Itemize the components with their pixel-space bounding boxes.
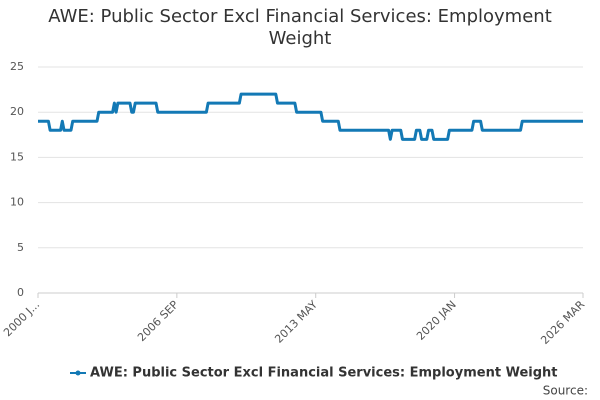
x-tick-label: 2000 J...	[1, 298, 42, 339]
y-tick-label: 10	[10, 196, 24, 209]
chart-title: AWE: Public Sector Excl Financial Servic…	[48, 6, 552, 49]
y-tick-label: 20	[10, 105, 24, 118]
x-tick-label: 2006 SEP	[135, 298, 181, 344]
line	[38, 92, 583, 141]
source: Source:	[543, 384, 588, 398]
legend-marker	[75, 370, 81, 376]
y-tick-label: 0	[17, 286, 24, 299]
x-tick-label: 2020 JAN	[414, 298, 459, 343]
legend-label: AWE: Public Sector Excl Financial Servic…	[90, 366, 558, 381]
x-tick-label: 2013 MAY	[272, 298, 320, 346]
y-tick-label: 5	[17, 241, 24, 254]
y-tick-label: 15	[10, 150, 24, 163]
y-tick-label: 25	[10, 60, 24, 73]
x-tick-label: 2026 MAR	[538, 298, 587, 347]
